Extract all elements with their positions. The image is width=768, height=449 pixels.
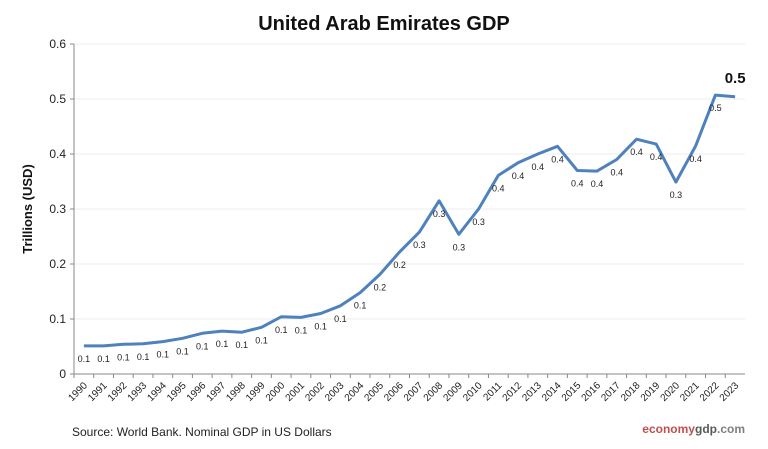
- data-label: 0.1: [216, 339, 229, 349]
- data-label: 0.3: [670, 190, 683, 200]
- x-tick-label: 2000: [264, 380, 288, 404]
- data-label: 0.4: [512, 171, 525, 181]
- data-label: 0.1: [295, 325, 308, 335]
- last-value-label: 0.5: [725, 70, 746, 87]
- data-label: 0.1: [157, 350, 170, 360]
- x-tick-label: 1995: [165, 380, 189, 404]
- y-tick-label: 0: [59, 367, 66, 381]
- x-tick-label: 1990: [66, 380, 90, 404]
- x-tick-label: 2009: [441, 380, 465, 404]
- data-label: 0.4: [591, 179, 604, 189]
- x-tick-label: 2002: [303, 380, 327, 404]
- data-label: 0.5: [709, 103, 722, 113]
- x-tick-label: 2021: [678, 380, 702, 404]
- y-tick-label: 0.1: [49, 312, 66, 326]
- data-label: 0.1: [117, 352, 130, 362]
- x-tick-label: 2016: [580, 380, 604, 404]
- x-tick-label: 2012: [501, 380, 525, 404]
- data-label: 0.1: [97, 354, 110, 364]
- x-tick-label: 2010: [461, 380, 485, 404]
- x-tick-label: 2015: [560, 380, 584, 404]
- data-label: 0.3: [413, 240, 426, 250]
- brand-part2: gdp: [695, 422, 717, 436]
- data-label: 0.3: [453, 242, 466, 252]
- data-label: 0.3: [472, 217, 485, 227]
- data-label: 0.1: [354, 301, 367, 311]
- data-label: 0.4: [630, 147, 643, 157]
- x-tick-label: 1999: [244, 380, 268, 404]
- data-label: 0.1: [196, 341, 209, 351]
- x-tick-label: 2003: [323, 380, 347, 404]
- x-tick-label: 1991: [86, 380, 110, 404]
- x-tick-label: 1993: [126, 380, 150, 404]
- data-label: 0.4: [689, 154, 702, 164]
- y-tick-label: 0.3: [49, 202, 66, 216]
- data-label: 0.4: [532, 162, 545, 172]
- y-tick-label: 0.4: [49, 147, 66, 161]
- data-label: 0.4: [610, 168, 623, 178]
- data-label: 0.4: [492, 183, 505, 193]
- x-tick-label: 2006: [382, 380, 406, 404]
- data-label: 0.1: [78, 354, 91, 364]
- x-tick-label: 2018: [619, 380, 643, 404]
- x-tick-label: 2014: [540, 380, 564, 404]
- x-tick-label: 1994: [145, 380, 169, 404]
- data-label: 0.4: [650, 152, 663, 162]
- data-label: 0.4: [571, 179, 584, 189]
- brand-part1: economy: [642, 422, 695, 436]
- data-label: 0.1: [255, 335, 268, 345]
- x-tick-label: 2022: [698, 380, 722, 404]
- chart-title: United Arab Emirates GDP: [258, 13, 510, 35]
- data-label: 0.1: [334, 314, 347, 324]
- brand-logo: economygdp.com: [642, 422, 745, 436]
- x-tick-label: 2001: [284, 380, 308, 404]
- x-tick-label: 2007: [402, 380, 426, 404]
- x-tick-label: 2005: [363, 380, 387, 404]
- x-tick-label: 1992: [106, 380, 130, 404]
- x-tick-label: 2013: [520, 380, 544, 404]
- x-tick-label: 2011: [481, 380, 504, 403]
- x-tick-label: 2008: [422, 380, 446, 404]
- source-note: Source: World Bank. Nominal GDP in US Do…: [72, 425, 332, 439]
- y-tick-label: 0.2: [49, 257, 66, 271]
- brand-part3: .com: [717, 422, 745, 436]
- y-tick-label: 0.5: [49, 92, 66, 106]
- gdp-series-line: [83, 93, 736, 348]
- x-tick-label: 2020: [659, 380, 683, 404]
- x-tick-label: 2004: [343, 380, 367, 404]
- data-label: 0.3: [433, 209, 446, 219]
- data-label: 0.1: [137, 352, 150, 362]
- x-tick-label: 2023: [718, 380, 742, 404]
- data-label: 0.1: [176, 346, 189, 356]
- y-axis-label: Trillions (USD): [20, 164, 35, 254]
- data-label: 0.1: [235, 340, 248, 350]
- data-label: 0.2: [374, 282, 387, 292]
- x-tick-label: 2017: [599, 380, 623, 404]
- y-tick-label: 0.6: [49, 37, 66, 51]
- x-tick-label: 1997: [205, 380, 229, 404]
- data-label: 0.1: [275, 325, 288, 335]
- x-tick-label: 1998: [224, 380, 248, 404]
- data-label: 0.4: [551, 154, 564, 164]
- data-label: 0.1: [314, 322, 327, 332]
- x-tick-label: 2019: [639, 380, 663, 404]
- x-tick-label: 1996: [185, 380, 209, 404]
- data-label: 0.2: [393, 260, 406, 270]
